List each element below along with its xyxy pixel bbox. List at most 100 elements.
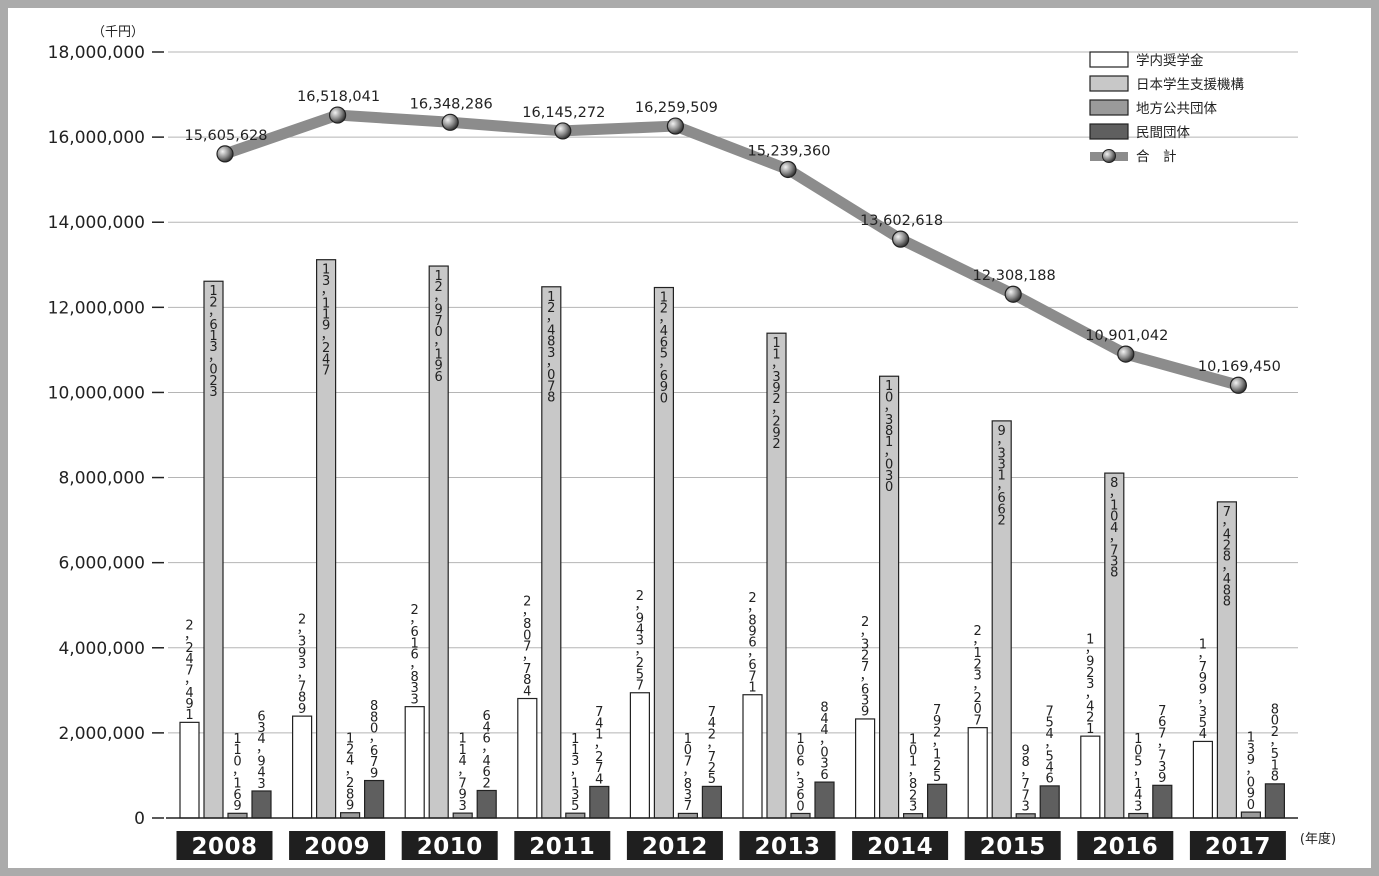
x-tick-label: 2010 [417, 834, 483, 860]
bar-value-char: 1 [185, 708, 193, 723]
total-value-label: 12,308,188 [973, 268, 1056, 284]
bar-value-char: 1 [322, 296, 330, 311]
bar-value-char: 7 [748, 669, 756, 684]
bar-value-char: ， [932, 734, 945, 749]
bar-value-char: 0 [1247, 798, 1255, 813]
bar-value-label: 646，462 [481, 709, 494, 791]
bar-value-char: ， [208, 349, 221, 364]
bar-value-char: 7 [974, 713, 982, 728]
bar-value-char: 0 [660, 391, 668, 406]
bar-value-char: 4 [547, 323, 555, 338]
bar-value-char: 9 [660, 380, 668, 395]
bar-value-char: ， [908, 764, 921, 779]
legend-swatch [1089, 99, 1129, 116]
bar [1080, 735, 1101, 819]
bar-value-char: 2 [708, 727, 716, 742]
bar-value-char: 8 [1110, 566, 1118, 581]
bar-value-char: 1 [748, 681, 756, 696]
bar-value-char: ， [1020, 764, 1033, 779]
bar-value-char: 8 [523, 673, 531, 688]
bar-value-char: ， [819, 732, 832, 747]
bar-value-char: 1 [1086, 722, 1094, 737]
bar-value-char: 5 [933, 770, 941, 785]
bar-value-char: 0 [209, 363, 217, 378]
bar-value-char: 9 [435, 303, 443, 318]
bar-value-char: 0 [796, 743, 804, 758]
bar-value-char: 3 [861, 638, 869, 653]
bar-value-char: 2 [772, 437, 780, 452]
bar-value-char: 3 [411, 681, 419, 696]
bar-value-char: 6 [435, 370, 443, 385]
total-point [554, 122, 572, 140]
bar-value-char: 7 [547, 379, 555, 394]
bar-value-char: ， [860, 624, 873, 639]
bar-value-char: 5 [1271, 747, 1279, 762]
bar-value-char: ， [522, 649, 535, 664]
scholarship-chart: 15,605,628 16,518,041 16,348,286 16,145,272… [48, 25, 1336, 860]
bar-value-label: 634，943 [256, 710, 269, 792]
bar-value-char: 8 [370, 699, 378, 714]
bar-value-char: 9 [861, 705, 869, 720]
bar-value-char: 8 [1022, 755, 1030, 770]
bar-value-char: 2 [547, 301, 555, 316]
bar-value-char: 9 [459, 788, 467, 803]
bar-value-label: 10，381，030 [884, 379, 897, 495]
bar-value-label: 107，837 [682, 732, 695, 814]
bar-value-char: 8 [370, 710, 378, 725]
bar-value-char: ， [1157, 736, 1170, 751]
total-line-layer: 15,605,628 16,518,041 16,348,286 16,145,272… [184, 89, 1281, 394]
bar [292, 715, 313, 819]
y-tick-label: 4,000,000 [58, 639, 145, 659]
bar-value-char: 2 [974, 691, 982, 706]
y-tick-label: 8,000,000 [58, 469, 145, 489]
bar-value-label: 1，799，354 [1197, 638, 1210, 743]
bar-value-char: ， [433, 289, 446, 304]
bar-value-char: 8 [346, 787, 354, 802]
bar [854, 718, 876, 819]
bar-value-char: 4 [595, 716, 603, 731]
bar-value-char: 4 [1110, 521, 1118, 536]
y-tick-label: 6,000,000 [58, 554, 145, 574]
bar-value-label: 114，793 [457, 732, 470, 814]
bar-value-char: 1 [998, 469, 1006, 484]
total-value-label: 10,169,450 [1198, 359, 1281, 375]
total-value-label: 16,348,286 [410, 96, 493, 112]
bar-value-char: 3 [636, 634, 644, 649]
bar-value-label: 12，465，690 [658, 291, 671, 407]
bar-value-char: 9 [370, 766, 378, 781]
bar-value-char: 6 [483, 731, 491, 746]
bar-value-char: 8 [748, 613, 756, 628]
bar-value-char: 4 [185, 652, 193, 667]
bar-value-char: 9 [772, 381, 780, 396]
bar-value-char: 9 [1158, 771, 1166, 786]
bar-value-char: 1 [1199, 638, 1207, 653]
bar-value-char: 1 [1271, 758, 1279, 773]
bar-value-char: 2 [322, 341, 330, 356]
x-tick-label: 2014 [867, 834, 933, 860]
bar-value-char: 3 [1247, 742, 1255, 757]
y-tick-label: 18,000,000 [48, 43, 145, 63]
total-line [219, 109, 1244, 391]
bar-value-char: 7 [370, 755, 378, 770]
bar-value-char: 2 [346, 776, 354, 791]
bar-value-char: ， [658, 311, 671, 326]
legend-label: 合 計 [1136, 149, 1177, 165]
bar-value-char: 3 [411, 692, 419, 707]
bar-value-char: ， [884, 444, 897, 459]
bar-value-char: 7 [523, 662, 531, 677]
bar-value-char: ， [1245, 762, 1258, 777]
bar-value-char: 2 [748, 591, 756, 606]
bar-value-char: 0 [885, 480, 893, 495]
legend-label: 学内奨学金 [1136, 53, 1204, 69]
bar-value-char: 1 [571, 777, 579, 792]
bar-value-label: 2，943，257 [634, 589, 647, 694]
bar-value-char: 4 [595, 772, 603, 787]
bar-value-char: 1 [1134, 732, 1142, 747]
year-label-box [626, 831, 723, 860]
bar-value-char: 2 [998, 513, 1006, 528]
bar-value-char: 6 [796, 788, 804, 803]
bar-value-char: 5 [708, 772, 716, 787]
bar-value-char: 1 [209, 329, 217, 344]
bar-value-char: 9 [435, 359, 443, 374]
bar-value-label: 880，679 [369, 699, 382, 781]
